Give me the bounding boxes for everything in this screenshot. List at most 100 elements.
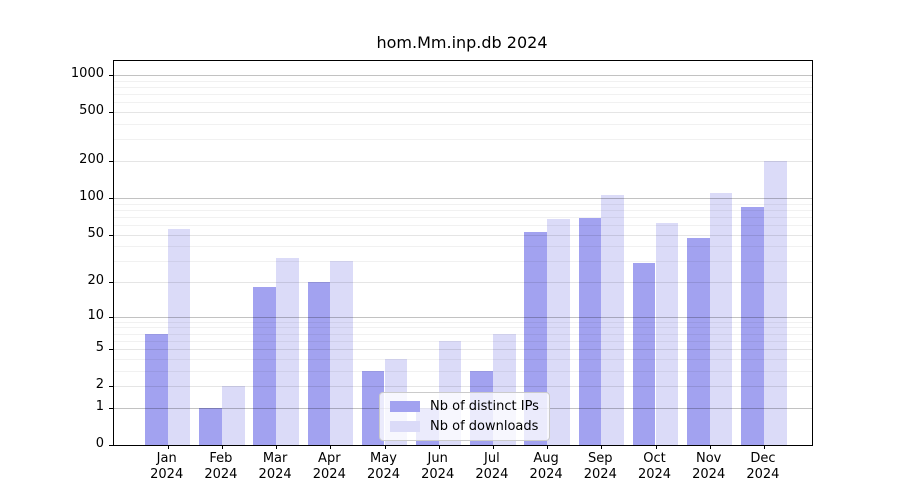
x-label-year: 2024 bbox=[583, 467, 617, 482]
y-tick-mark-100 bbox=[109, 197, 113, 199]
x-tick-label-mar: Mar 2024 bbox=[243, 451, 307, 483]
x-tick-label-aug: Aug 2024 bbox=[514, 451, 578, 483]
x-tick-mark-jul bbox=[492, 445, 494, 449]
x-tick-mark-jun bbox=[438, 445, 440, 449]
y-tick-mark-1 bbox=[109, 407, 113, 409]
x-label-month: Mar bbox=[262, 451, 288, 466]
chart-title: hom.Mm.inp.db 2024 bbox=[376, 33, 548, 52]
y-tick-label-1: 1 bbox=[95, 398, 104, 414]
y-tick-mark-200 bbox=[109, 161, 113, 162]
y-tick-mark-1000 bbox=[109, 75, 113, 76]
x-tick-label-nov: Nov 2024 bbox=[677, 451, 741, 483]
bar-ips-aug bbox=[524, 232, 548, 445]
legend-label-downloads: Nb of downloads bbox=[430, 419, 539, 434]
y-tick-mark-10 bbox=[109, 316, 113, 318]
x-label-month: Sep bbox=[588, 451, 613, 466]
bar-downloads-oct bbox=[655, 223, 679, 445]
bars-layer bbox=[114, 61, 812, 445]
bar-ips-may bbox=[361, 370, 385, 445]
x-label-year: 2024 bbox=[312, 467, 346, 482]
x-tick-label-sep: Sep 2024 bbox=[568, 451, 632, 483]
bar-ips-mar bbox=[253, 287, 277, 445]
legend-swatch-distinct-ips bbox=[390, 401, 420, 412]
x-tick-label-jul: Jul 2024 bbox=[460, 451, 524, 483]
y-tick-label-0: 0 bbox=[95, 436, 104, 451]
x-label-year: 2024 bbox=[475, 467, 509, 482]
y-tick-label-2: 2 bbox=[95, 377, 104, 393]
x-tick-label-jan: Jan 2024 bbox=[135, 451, 199, 483]
y-tick-label-20: 20 bbox=[87, 273, 104, 288]
bar-downloads-sep bbox=[601, 195, 624, 445]
legend-row-downloads: Nb of downloads bbox=[390, 419, 539, 434]
y-tick-label-200: 200 bbox=[79, 152, 104, 167]
legend-label-distinct-ips: Nb of distinct IPs bbox=[430, 399, 539, 414]
bar-downloads-aug bbox=[547, 219, 570, 445]
x-label-month: Jul bbox=[484, 451, 500, 466]
x-label-year: 2024 bbox=[529, 467, 563, 482]
y-tick-label-100: 100 bbox=[79, 188, 104, 204]
x-tick-mark-mar bbox=[276, 445, 278, 449]
y-tick-mark-20 bbox=[109, 282, 113, 283]
plot-area: Nb of distinct IPs Nb of downloads bbox=[109, 60, 813, 449]
y-tick-mark-500 bbox=[109, 112, 113, 114]
bar-downloads-apr bbox=[330, 261, 353, 445]
legend-row-distinct-ips: Nb of distinct IPs bbox=[390, 399, 539, 414]
legend-swatch-downloads bbox=[390, 421, 420, 432]
x-label-month: Oct bbox=[643, 451, 666, 466]
bar-downloads-jan bbox=[167, 229, 191, 445]
x-tick-mark-aug bbox=[547, 445, 549, 449]
bar-ips-jan bbox=[145, 333, 168, 445]
x-label-year: 2024 bbox=[204, 467, 238, 482]
x-label-year: 2024 bbox=[637, 467, 672, 482]
x-tick-label-may: May 2024 bbox=[352, 451, 416, 483]
x-label-year: 2024 bbox=[746, 467, 780, 482]
x-tick-mark-nov bbox=[709, 445, 711, 449]
x-label-year: 2024 bbox=[692, 467, 726, 482]
y-tick-label-5: 5 bbox=[95, 340, 104, 356]
x-label-year: 2024 bbox=[366, 467, 401, 482]
x-tick-mark-feb bbox=[221, 445, 223, 449]
bar-ips-nov bbox=[687, 237, 710, 445]
bar-ips-oct bbox=[632, 262, 656, 445]
y-tick-label-1000: 1000 bbox=[70, 66, 104, 81]
y-tick-mark-0 bbox=[109, 445, 113, 446]
x-label-month: Apr bbox=[318, 451, 341, 466]
x-label-month: May bbox=[370, 451, 397, 466]
x-label-month: Jun bbox=[427, 451, 448, 466]
bar-downloads-dec bbox=[763, 161, 787, 445]
y-tick-label-10: 10 bbox=[87, 307, 104, 323]
x-label-year: 2024 bbox=[150, 467, 184, 482]
x-tick-label-feb: Feb 2024 bbox=[189, 451, 253, 483]
x-tick-mark-jan bbox=[167, 445, 169, 449]
x-tick-label-dec: Dec 2024 bbox=[731, 451, 795, 483]
bar-ips-sep bbox=[578, 218, 602, 445]
x-label-month: Aug bbox=[533, 451, 559, 466]
x-tick-label-oct: Oct 2024 bbox=[623, 451, 687, 483]
y-tick-mark-2 bbox=[109, 386, 113, 388]
x-label-year: 2024 bbox=[258, 467, 292, 482]
x-tick-label-apr: Apr 2024 bbox=[297, 451, 361, 483]
y-tick-label-50: 50 bbox=[87, 225, 104, 241]
x-label-month: Dec bbox=[750, 451, 776, 466]
bar-downloads-nov bbox=[709, 192, 733, 445]
x-tick-mark-sep bbox=[601, 445, 603, 449]
y-tick-label-500: 500 bbox=[79, 103, 104, 119]
bar-ips-feb bbox=[199, 407, 222, 445]
x-tick-mark-oct bbox=[655, 445, 657, 449]
legend: Nb of distinct IPs Nb of downloads bbox=[379, 392, 550, 441]
bar-downloads-feb bbox=[221, 386, 245, 445]
x-tick-label-jun: Jun 2024 bbox=[406, 451, 470, 483]
bar-ips-apr bbox=[307, 281, 331, 445]
y-tick-mark-50 bbox=[109, 234, 113, 236]
x-tick-mark-dec bbox=[763, 445, 765, 449]
y-tick-mark-5 bbox=[109, 349, 113, 351]
bar-downloads-mar bbox=[276, 257, 299, 445]
x-tick-mark-apr bbox=[330, 445, 332, 449]
x-label-year: 2024 bbox=[421, 467, 455, 482]
x-tick-mark-may bbox=[384, 445, 386, 449]
x-label-month: Feb bbox=[209, 451, 233, 466]
x-label-month: Jan bbox=[156, 451, 177, 466]
x-label-month: Nov bbox=[696, 451, 722, 466]
bar-ips-dec bbox=[741, 207, 764, 445]
